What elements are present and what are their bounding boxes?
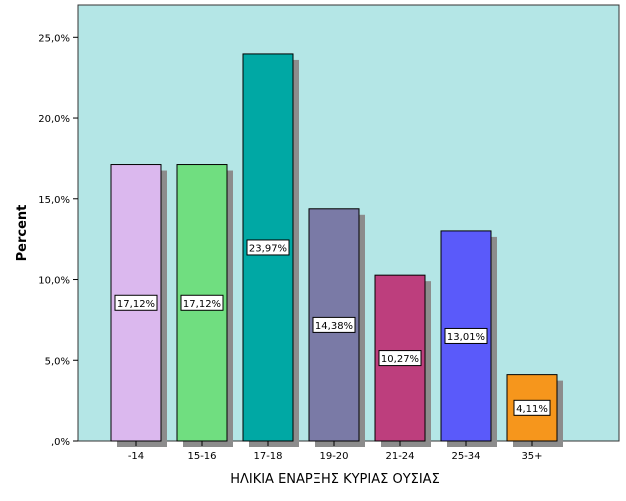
data-label: 17,12% xyxy=(117,299,155,310)
y-axis-title: Percent xyxy=(15,205,30,262)
x-tick-label: 17-18 xyxy=(253,451,282,462)
y-tick-label: 15,0% xyxy=(38,195,70,206)
x-tick-label: 25-34 xyxy=(451,451,480,462)
y-tick-label: 25,0% xyxy=(38,33,70,44)
x-axis: -14 15-16 17-18 19-20 21-24 25-34 35+ xyxy=(128,441,543,462)
data-label-box xyxy=(513,399,551,416)
x-tick-label: 35+ xyxy=(521,451,542,462)
x-tick-label: -14 xyxy=(128,451,144,462)
data-label: 23,97% xyxy=(249,243,287,254)
bars-layer: 17,12% 17,12% 23,97% 14,38% 10,27% 13,01% 4,11… xyxy=(110,53,563,447)
y-axis: ,0% 5,0% 10,0% 15,0% 20,0% 25,0% xyxy=(38,33,78,448)
x-axis-title: ΗΛΙΚΙΑ ΕΝΑΡΞΗΣ ΚΥΡΙΑΣ ΟΥΣΙΑΣ xyxy=(230,472,440,487)
data-label-box xyxy=(444,327,488,344)
y-tick-label: 5,0% xyxy=(45,356,70,367)
y-tick-label: 20,0% xyxy=(38,114,70,125)
data-label-box xyxy=(246,239,290,256)
y-tick-label: 10,0% xyxy=(38,276,70,287)
data-label-box xyxy=(312,316,356,333)
data-label-box xyxy=(378,350,422,367)
y-tick-label: ,0% xyxy=(51,437,70,448)
x-tick-label: 19-20 xyxy=(319,451,348,462)
data-label: 17,12% xyxy=(183,299,221,310)
data-label: 4,11% xyxy=(516,404,548,415)
data-label-box xyxy=(114,294,158,311)
x-tick-label: 15-16 xyxy=(187,451,216,462)
x-tick-label: 21-24 xyxy=(385,451,414,462)
data-label: 14,38% xyxy=(315,321,353,332)
data-label: 10,27% xyxy=(381,354,419,365)
data-label: 13,01% xyxy=(447,332,485,343)
data-label-box xyxy=(180,294,224,311)
